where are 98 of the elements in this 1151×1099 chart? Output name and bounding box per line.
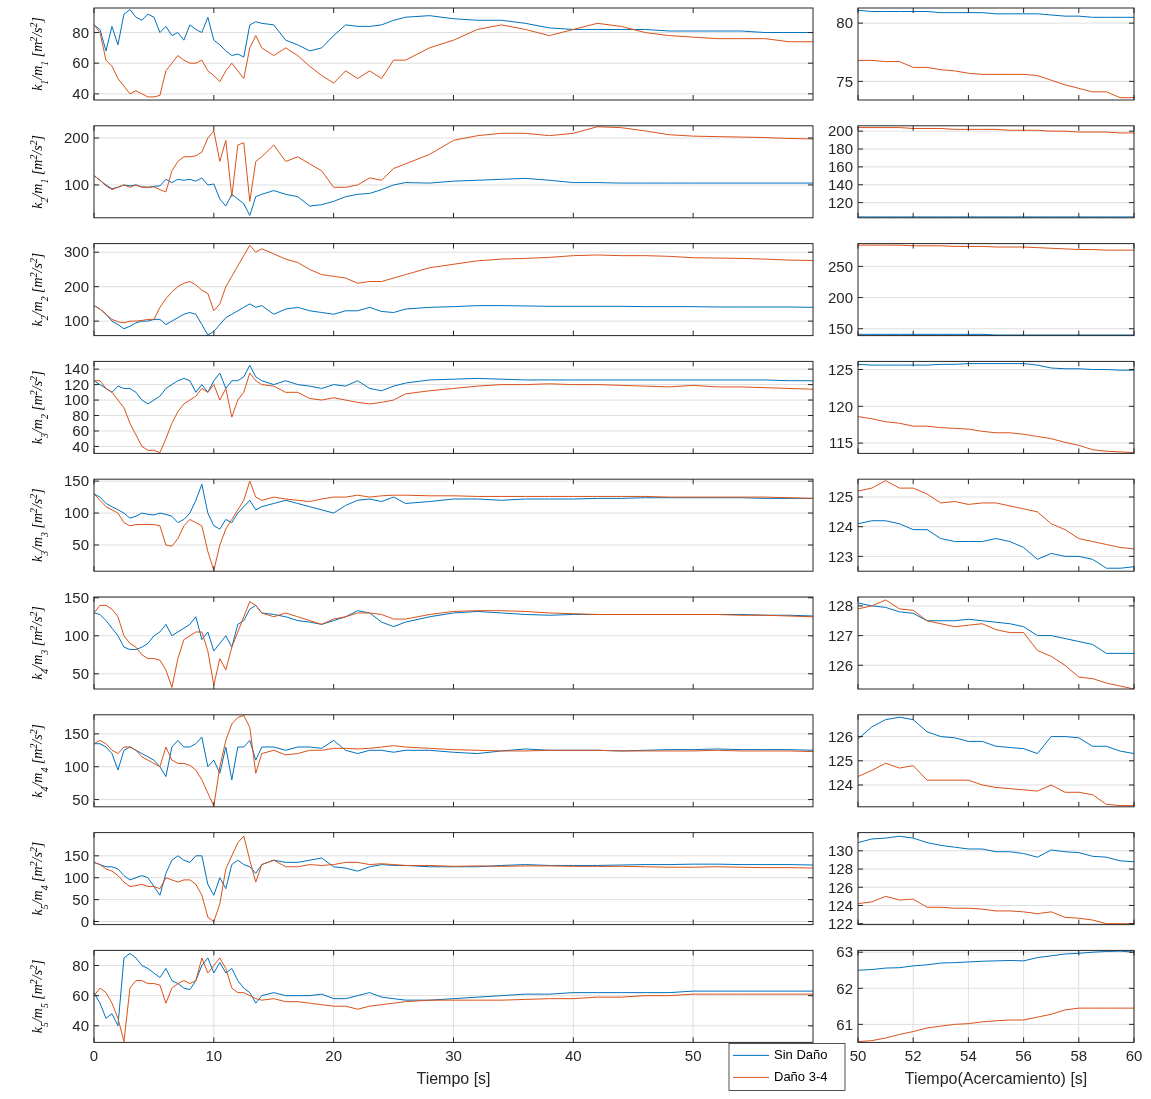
x-axis-title: Tiempo(Acercamiento) [s] — [904, 1070, 1088, 1088]
y-tick-label: 125 — [827, 752, 853, 770]
legend-label: Sin Daño — [774, 1047, 828, 1063]
y-tick-label: 126 — [827, 656, 853, 674]
y-tick-label: 126 — [827, 878, 853, 896]
y-tick-label: 127 — [827, 626, 853, 644]
y-tick-label: 100 — [63, 391, 89, 409]
y-tick-label: 150 — [63, 725, 89, 743]
x-tick-label: 54 — [960, 1047, 977, 1065]
line-series — [857, 480, 1135, 550]
line-series — [93, 372, 814, 454]
y-tick-label: 126 — [827, 727, 853, 745]
y-tick-label: 40 — [72, 437, 89, 455]
y-tick-label: 75 — [836, 72, 853, 90]
line-series — [857, 599, 1135, 690]
y-tick-label: 100 — [63, 504, 89, 522]
y-tick-label: 125 — [827, 360, 853, 378]
line-series — [857, 762, 1135, 807]
y-tick-label: 100 — [63, 176, 89, 194]
y-tick-label: 0 — [80, 912, 89, 930]
line-series — [93, 714, 814, 807]
x-tick-label: 60 — [1125, 1047, 1143, 1065]
x-tick-label: 10 — [205, 1047, 223, 1065]
y-tick-label: 130 — [827, 842, 853, 860]
x-tick-label: 56 — [1015, 1047, 1032, 1065]
y-tick-label: 200 — [63, 277, 89, 295]
line-series — [857, 716, 1135, 755]
y-tick-label: 50 — [72, 536, 89, 554]
y-tick-label: 122 — [827, 914, 853, 932]
y-tick-label: 150 — [827, 319, 853, 337]
y-tick-label: 50 — [72, 665, 89, 683]
x-tick-label: 20 — [325, 1047, 343, 1065]
line-series — [93, 835, 814, 923]
y-tick-label: 120 — [827, 397, 853, 415]
line-series — [857, 416, 1135, 454]
y-tick-label: 80 — [72, 23, 89, 41]
y-tick-label: 60 — [72, 54, 89, 72]
y-tick-label: 150 — [63, 472, 89, 490]
y-tick-label: 128 — [827, 860, 853, 878]
line-series — [93, 601, 814, 688]
y-tick-label: 125 — [827, 488, 853, 506]
x-tick-label: 50 — [684, 1047, 702, 1065]
y-tick-label: 100 — [63, 868, 89, 886]
line-series — [857, 602, 1135, 654]
y-tick-label: 50 — [72, 790, 89, 808]
legend-label: Daño 3-4 — [774, 1069, 828, 1085]
y-tick-label: 60 — [72, 422, 89, 440]
y-tick-label: 62 — [836, 979, 853, 997]
y-tick-label: 150 — [63, 589, 89, 607]
line-series — [857, 9, 1135, 18]
y-tick-label: 40 — [72, 85, 89, 103]
y-tick-label: 100 — [63, 312, 89, 330]
y-tick-label: 100 — [63, 757, 89, 775]
y-tick-label: 124 — [827, 776, 853, 794]
y-tick-label: 80 — [72, 406, 89, 424]
y-tick-label: 200 — [827, 122, 853, 140]
y-tick-label: 80 — [72, 956, 89, 974]
y-tick-label: 300 — [63, 243, 89, 261]
y-tick-label: 124 — [827, 896, 853, 914]
line-series — [857, 363, 1135, 371]
line-series — [857, 1007, 1135, 1043]
y-tick-label: 61 — [836, 1015, 853, 1033]
x-axis-title: Tiempo [s] — [416, 1070, 491, 1088]
y-tick-label: 40 — [72, 1017, 89, 1035]
line-series — [93, 364, 814, 405]
y-tick-label: 150 — [63, 847, 89, 865]
y-tick-label: 50 — [72, 890, 89, 908]
y-tick-label: 124 — [827, 517, 853, 535]
y-tick-label: 115 — [829, 434, 853, 452]
line-series — [857, 59, 1135, 99]
x-tick-label: 58 — [1070, 1047, 1088, 1065]
y-tick-label: 140 — [63, 360, 89, 378]
x-tick-label: 50 — [849, 1047, 867, 1065]
y-tick-label: 200 — [63, 129, 89, 147]
y-tick-label: 120 — [827, 193, 853, 211]
line-series — [857, 520, 1135, 569]
line-series — [93, 480, 814, 572]
line-series — [93, 952, 814, 1027]
y-tick-label: 100 — [63, 627, 89, 645]
y-tick-label: 60 — [72, 986, 89, 1004]
y-tick-label: 120 — [63, 375, 89, 393]
x-tick-label: 52 — [904, 1047, 922, 1065]
y-tick-label: 200 — [827, 288, 853, 306]
y-tick-label: 123 — [827, 547, 853, 565]
y-tick-label: 80 — [836, 14, 853, 32]
line-series — [857, 835, 1135, 863]
x-tick-label: 30 — [445, 1047, 462, 1065]
line-series — [93, 126, 814, 202]
y-tick-label: 140 — [827, 176, 853, 193]
line-series — [93, 244, 814, 324]
y-tick-label: 250 — [827, 257, 853, 275]
line-series — [93, 957, 814, 1043]
y-tick-label: 63 — [836, 943, 853, 961]
x-tick-label: 40 — [564, 1047, 582, 1065]
y-tick-label: 180 — [827, 140, 853, 158]
y-tick-label: 160 — [827, 158, 853, 176]
y-tick-label: 128 — [827, 597, 853, 615]
line-series — [93, 22, 814, 98]
